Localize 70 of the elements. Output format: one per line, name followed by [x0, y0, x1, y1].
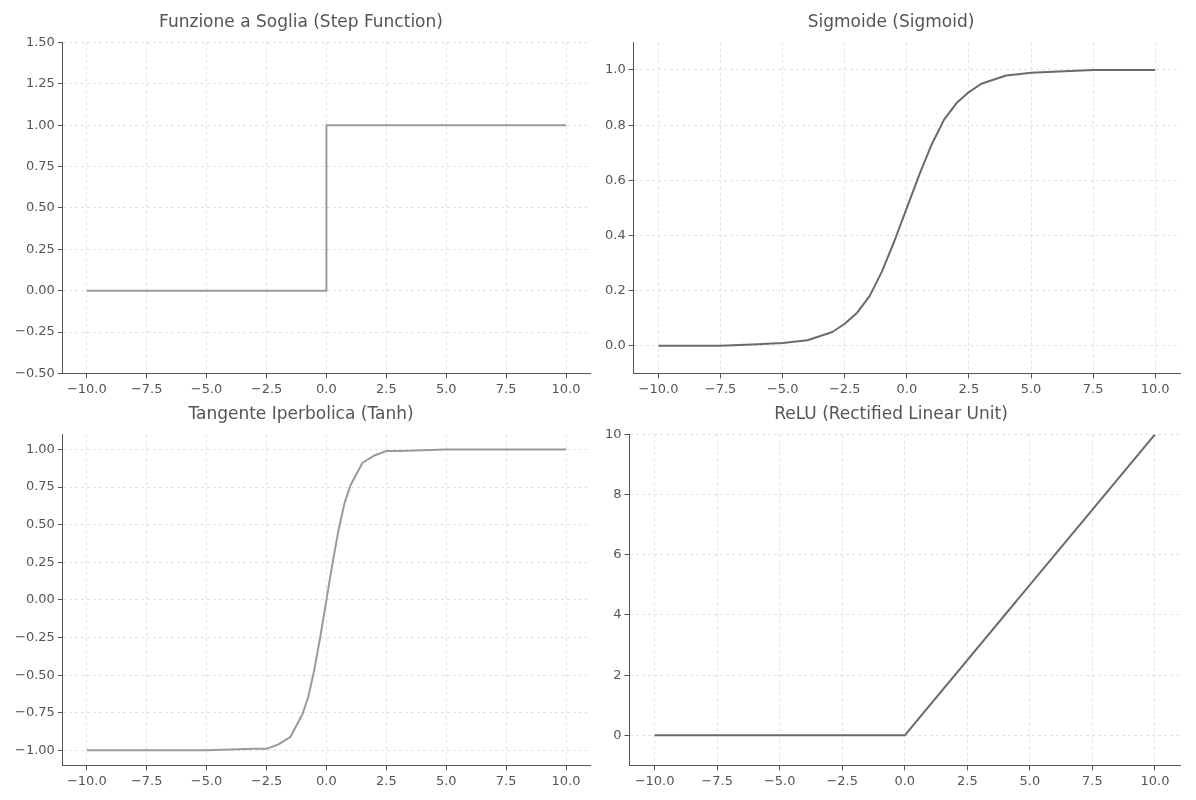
y-tick-label: 0.4	[604, 226, 626, 242]
y-tick-label: 0.75	[25, 478, 55, 494]
y-tick-label: 4	[613, 606, 622, 622]
x-tick-label: −10.0	[638, 380, 679, 396]
x-tick-label: 0.0	[896, 380, 918, 396]
x-tick-label: −7.5	[704, 380, 737, 396]
y-tick-label: 1.50	[25, 33, 55, 49]
x-tick-label: 2.5	[375, 380, 397, 396]
y-tick-label: 6	[613, 546, 622, 562]
x-tick-label: 10.0	[1140, 772, 1170, 788]
x-tick-label: 0.0	[316, 380, 337, 396]
y-tick-label: 0.25	[25, 240, 55, 256]
x-tick-label: −10.0	[66, 772, 107, 788]
y-tick-label: 8	[613, 485, 622, 501]
x-tick-label: 10.0	[551, 380, 581, 396]
y-tick-label: 0.50	[25, 516, 55, 532]
x-tick-label: 2.5	[956, 772, 978, 788]
y-tick-label: 0.00	[25, 282, 55, 298]
y-tick-label: 0.50	[25, 199, 55, 215]
chart-title: ReLU (Rectified Linear Unit)	[774, 402, 1008, 423]
y-tick-label: 0	[613, 726, 622, 742]
chart-title: Sigmoide (Sigmoid)	[807, 10, 975, 31]
y-tick-label: −1.00	[14, 741, 55, 757]
y-tick-label: 1.25	[25, 75, 55, 91]
x-tick-label: −2.5	[826, 772, 859, 788]
y-tick-label: 0.75	[25, 157, 55, 173]
y-tick-label: 1.00	[25, 440, 55, 456]
x-tick-label: 2.5	[958, 380, 980, 396]
x-tick-label: 7.5	[1082, 380, 1104, 396]
chart-title: Tangente Iperbolica (Tanh)	[187, 402, 414, 423]
x-tick-label: 5.0	[435, 380, 457, 396]
x-tick-label: 0.0	[894, 772, 916, 788]
x-tick-label: −7.5	[130, 772, 163, 788]
y-tick-label: 0.0	[604, 337, 626, 353]
x-tick-label: 5.0	[1019, 772, 1041, 788]
x-tick-label: 2.5	[375, 772, 397, 788]
y-tick-label: 0.2	[604, 282, 626, 298]
y-tick-label: 0.6	[604, 171, 626, 187]
y-tick-label: −0.50	[14, 364, 55, 380]
x-tick-label: 0.0	[316, 772, 337, 788]
y-tick-label: −0.25	[14, 628, 55, 644]
y-tick-label: 0.8	[604, 116, 626, 132]
y-tick-label: 10	[605, 425, 622, 441]
x-tick-label: −5.0	[766, 380, 799, 396]
x-tick-label: 7.5	[1082, 772, 1103, 788]
x-tick-label: 7.5	[495, 772, 517, 788]
x-tick-label: −7.5	[701, 772, 733, 788]
x-tick-label: −10.0	[634, 772, 675, 788]
y-tick-label: −0.50	[14, 666, 55, 682]
y-tick-label: 1.0	[604, 61, 626, 77]
x-tick-label: 10.0	[551, 772, 581, 788]
x-tick-label: 5.0	[435, 772, 457, 788]
x-tick-label: 5.0	[1020, 380, 1042, 396]
chart-title: Funzione a Soglia (Step Function)	[159, 10, 443, 31]
y-tick-label: 2	[613, 666, 622, 682]
x-tick-label: 10.0	[1140, 380, 1170, 396]
y-tick-label: 0.00	[25, 591, 55, 607]
x-tick-label: −5.0	[190, 380, 223, 396]
y-tick-label: 0.25	[25, 553, 55, 569]
x-tick-label: −7.5	[130, 380, 163, 396]
x-tick-label: −2.5	[250, 380, 283, 396]
x-tick-label: −2.5	[250, 772, 283, 788]
x-tick-label: 7.5	[495, 380, 517, 396]
x-tick-label: −5.0	[763, 772, 796, 788]
x-tick-label: −10.0	[66, 380, 107, 396]
x-tick-label: −5.0	[190, 772, 223, 788]
x-tick-label: −2.5	[828, 380, 861, 396]
y-tick-label: 1.00	[25, 116, 55, 132]
y-tick-label: −0.75	[14, 704, 55, 720]
y-tick-label: −0.25	[14, 323, 55, 339]
